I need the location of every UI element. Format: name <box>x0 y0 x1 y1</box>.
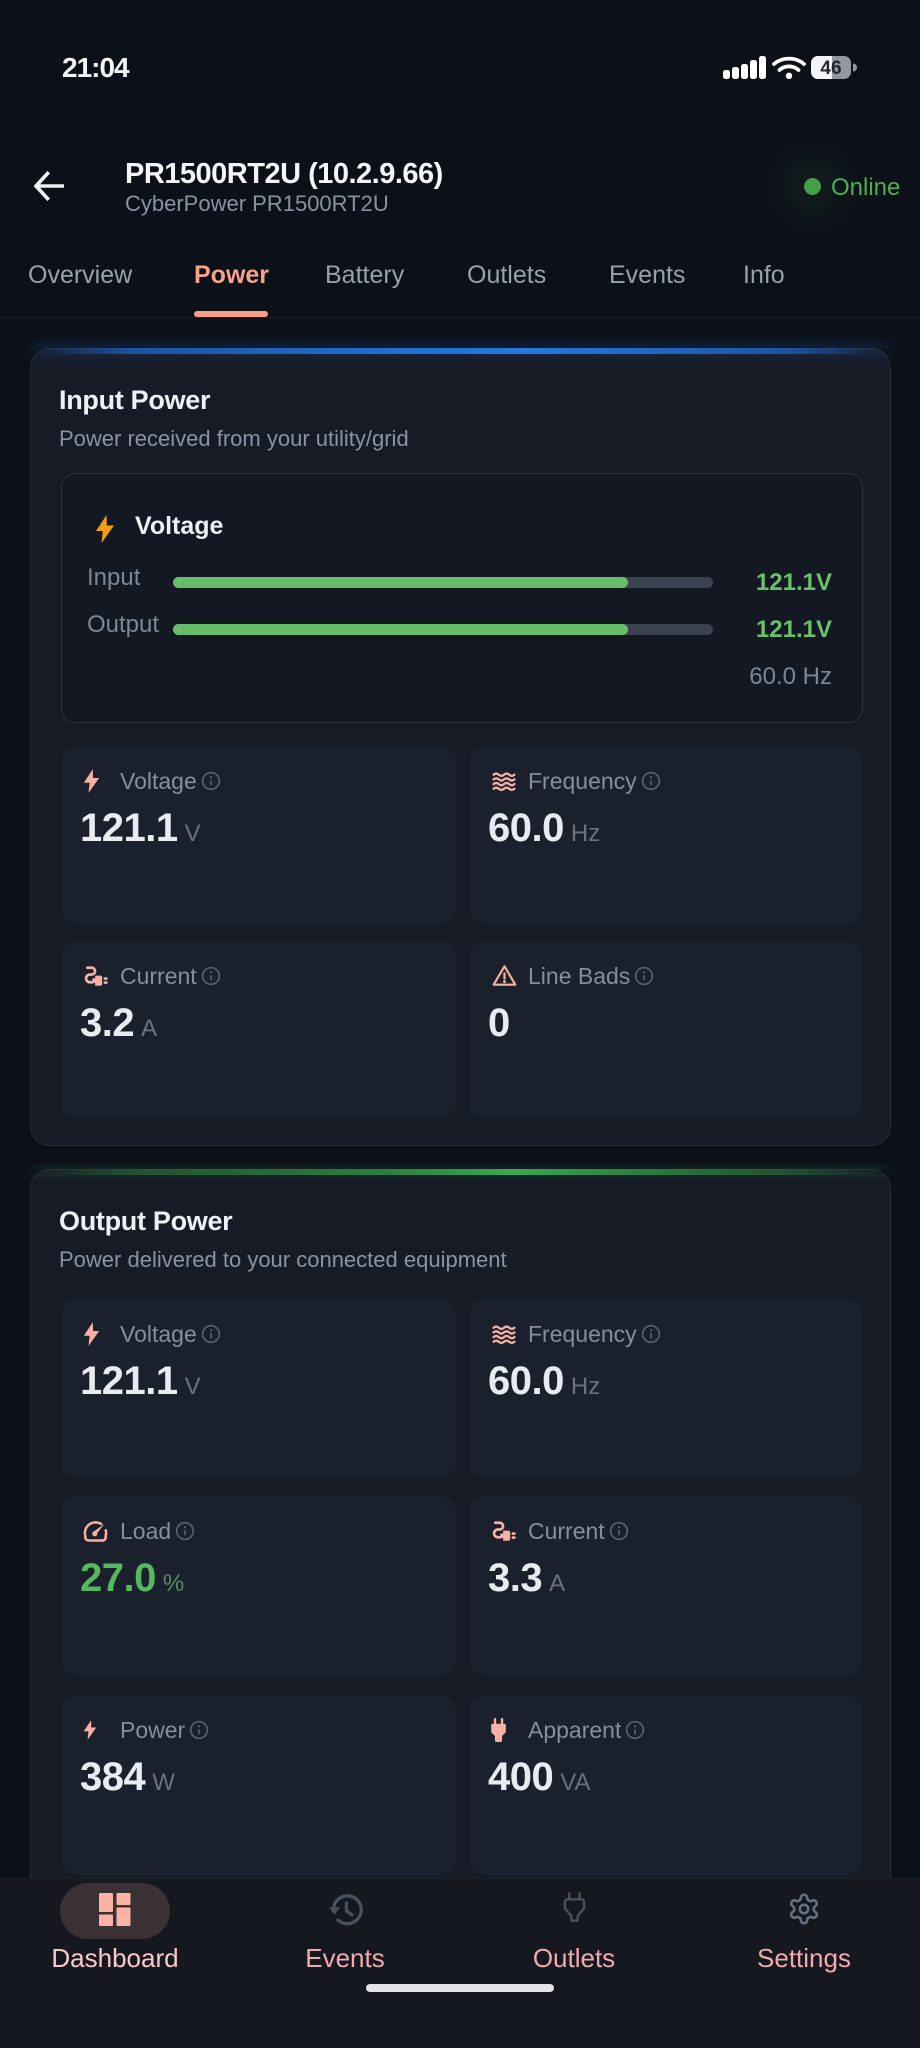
svg-text:46: 46 <box>820 58 841 79</box>
